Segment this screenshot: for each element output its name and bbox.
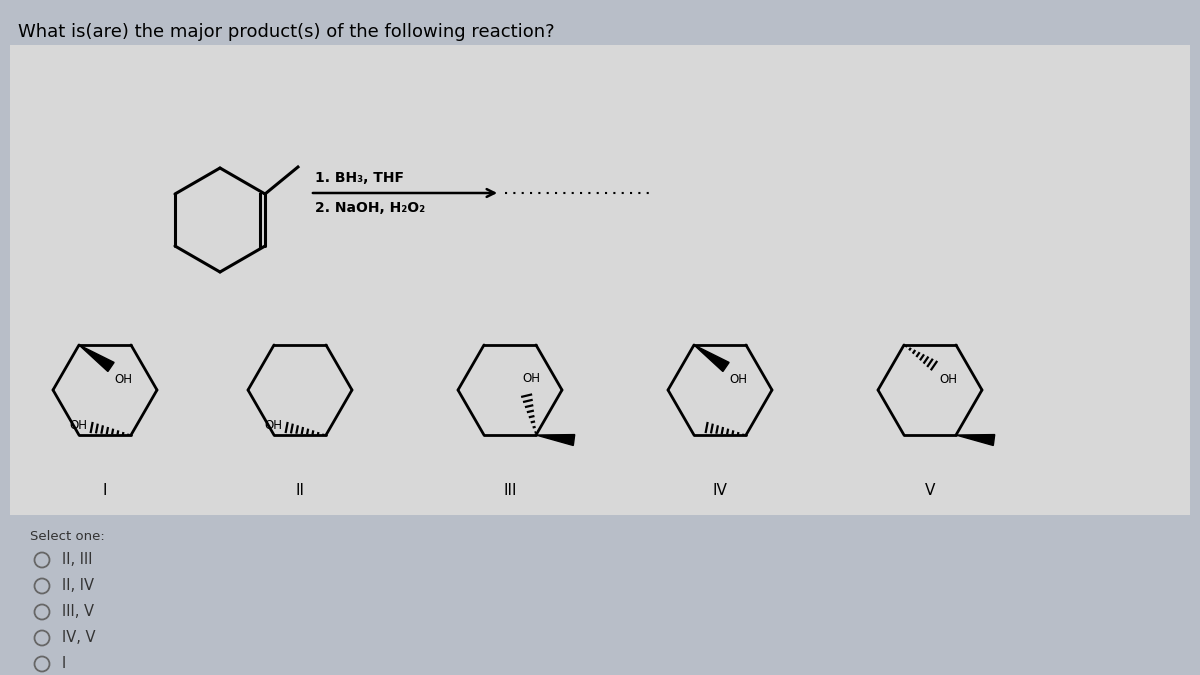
Text: IV, V: IV, V: [62, 630, 96, 645]
Text: II, IV: II, IV: [62, 578, 94, 593]
Polygon shape: [79, 345, 114, 371]
Text: OH: OH: [70, 418, 88, 431]
Text: IV: IV: [713, 483, 727, 498]
Text: 1. BH₃, THF: 1. BH₃, THF: [314, 171, 404, 185]
Polygon shape: [956, 435, 995, 446]
Text: III: III: [503, 483, 517, 498]
Text: OH: OH: [940, 373, 958, 386]
Text: OH: OH: [522, 372, 540, 385]
Text: I: I: [62, 657, 66, 672]
Text: I: I: [103, 483, 107, 498]
Text: Select one:: Select one:: [30, 530, 104, 543]
Text: II: II: [295, 483, 305, 498]
Text: OH: OH: [264, 418, 282, 431]
Text: What is(are) the major product(s) of the following reaction?: What is(are) the major product(s) of the…: [18, 23, 554, 41]
Polygon shape: [536, 435, 575, 446]
Text: II, III: II, III: [62, 553, 92, 568]
Text: V: V: [925, 483, 935, 498]
Text: OH: OH: [114, 373, 132, 386]
FancyBboxPatch shape: [10, 45, 1190, 515]
Text: OH: OH: [730, 373, 746, 386]
Text: 2. NaOH, H₂O₂: 2. NaOH, H₂O₂: [314, 201, 425, 215]
Text: III, V: III, V: [62, 605, 94, 620]
Polygon shape: [694, 345, 730, 371]
